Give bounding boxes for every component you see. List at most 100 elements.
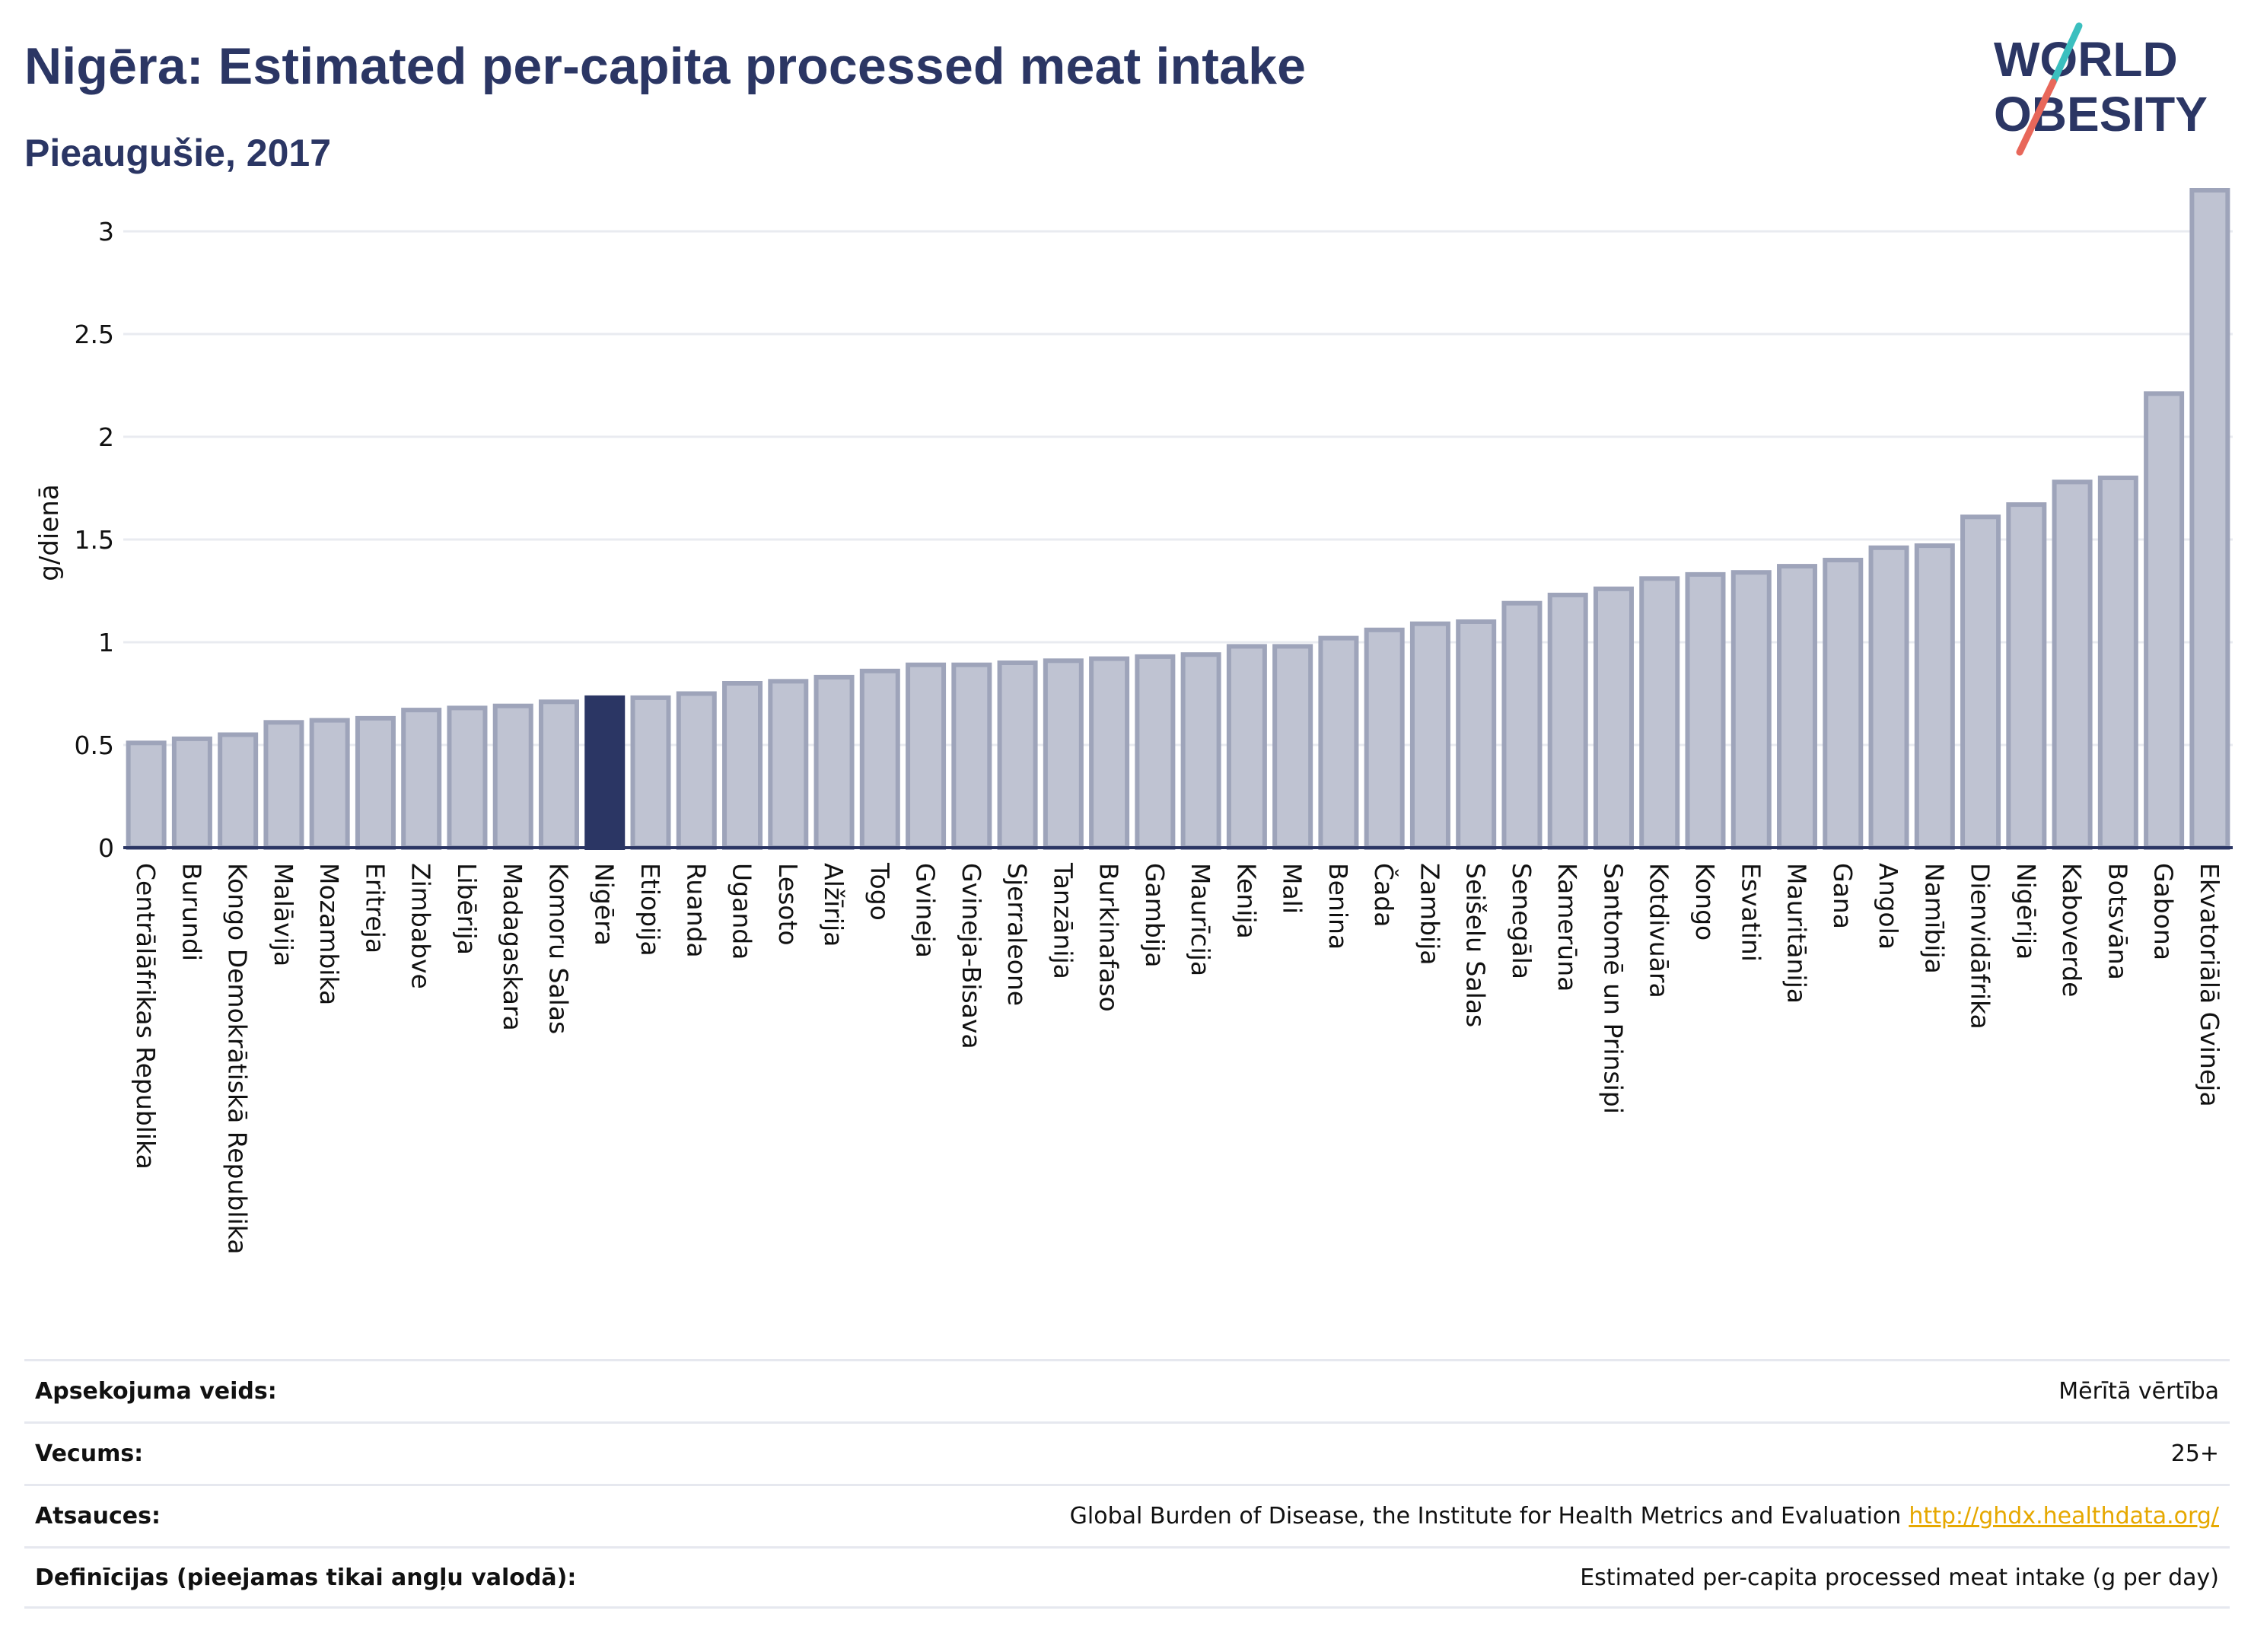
meta-row-survey-type: Apsekojuma veids: Mērītā vērtība [24, 1359, 2230, 1421]
bar [1089, 656, 1130, 850]
metadata-table: Apsekojuma veids: Mērītā vērtība Vecums:… [24, 1359, 2230, 1609]
bar [1777, 564, 1818, 850]
bar [2097, 476, 2138, 850]
x-tick-label: Alžīrija [819, 863, 849, 947]
y-axis-title: g/dienā [34, 484, 65, 581]
bar [1960, 514, 2001, 850]
x-tick-label: Gana [1828, 863, 1858, 929]
x-tick-label: Angola [1874, 863, 1903, 950]
bar [1593, 586, 1634, 850]
bar [676, 691, 717, 850]
bar [171, 736, 212, 851]
bar [951, 662, 992, 851]
bar [1318, 635, 1359, 850]
bar [1868, 545, 1909, 850]
x-tick-label: Kongo Demokrātiskā Republika [223, 863, 253, 1254]
x-tick-label: Lesoto [773, 863, 803, 946]
meta-value: 25+ [2170, 1440, 2219, 1467]
bar [263, 720, 304, 850]
x-tick-label: Kotdivuāra [1644, 863, 1674, 998]
meta-value: Mērītā vērtība [2058, 1378, 2219, 1405]
x-tick-label: Senegāla [1507, 863, 1536, 979]
bar [492, 703, 533, 851]
x-tick-label: Kamerūna [1552, 863, 1582, 992]
meta-row-definitions: Definīcijas (pieejamas tikai angļu valod… [24, 1546, 2230, 1609]
meta-value: Estimated per-capita processed meat inta… [1580, 1564, 2219, 1591]
y-tick-label: 1 [98, 628, 114, 657]
x-axis-labels: Centrālāfrikas Republika Burundi Kongo Dem… [131, 862, 2224, 1254]
x-tick-label: Botsvāna [2103, 863, 2132, 980]
bar-chart: 0 0.5 1 1.5 2 2.5 3 Centrālāfrikas Republika Bu… [34, 188, 2233, 1254]
x-tick-label: Maurīcija [1186, 863, 1215, 976]
bars [126, 188, 2230, 851]
x-tick-label: Benina [1323, 863, 1353, 950]
bar [997, 660, 1038, 850]
bar [813, 674, 855, 851]
bar [1914, 543, 1955, 850]
logo-line1: WORLD [1994, 32, 2178, 87]
bar [126, 740, 167, 850]
x-tick-label: Santomē un Prinsipi [1598, 863, 1628, 1114]
y-tick-label: 1.5 [75, 525, 114, 555]
bar [447, 705, 488, 851]
bar [2052, 479, 2093, 851]
x-tick-label: Libērija [452, 863, 482, 955]
logo-slash-top [2049, 22, 2083, 86]
meta-label: Vecums: [35, 1440, 144, 1467]
x-tick-label: Namībija [1919, 863, 1949, 974]
logo-slash-bottom [2016, 78, 2057, 156]
x-tick-label: Seišelu Salas [1461, 863, 1491, 1027]
bar [630, 695, 671, 851]
bar [1180, 652, 1221, 851]
x-tick-label: Zimbabve [406, 863, 436, 989]
bar-highlight [584, 695, 626, 851]
x-tick-label: Malāvija [269, 863, 298, 966]
bar [1685, 571, 1726, 851]
y-tick-label: 2.5 [75, 320, 114, 349]
page-title: Nigēra: Estimated per-capita processed m… [24, 37, 1307, 95]
x-tick-label: Zambija [1415, 863, 1444, 965]
y-tick-label: 2 [98, 422, 114, 452]
x-tick-label: Mali [1278, 863, 1307, 914]
x-tick-label: Sjerraleone [1002, 863, 1032, 1006]
x-tick-label: Ruanda [681, 863, 711, 958]
x-tick-label: Dienvidāfrika [1966, 863, 1995, 1030]
x-tick-label: Madagaskara [498, 863, 527, 1031]
bar [906, 662, 947, 851]
x-tick-label: Mauritānija [1782, 863, 1812, 1004]
bar [1409, 621, 1450, 850]
x-tick-label: Gambija [1140, 863, 1170, 967]
page-subtitle: Pieaugušie, 2017 [24, 132, 332, 174]
x-tick-label: Ekvatoriālā Gvineja [2195, 863, 2224, 1107]
x-tick-label: Čada [1369, 863, 1399, 927]
x-tick-label: Burundi [177, 863, 206, 961]
meta-value-with-link: Global Burden of Disease, the Institute … [1070, 1503, 2219, 1529]
x-tick-label: Esvatini [1736, 863, 1765, 962]
bar [1364, 627, 1405, 850]
bar [1272, 644, 1313, 851]
x-tick-label: Uganda [728, 863, 757, 960]
x-tick-label: Kongo [1690, 863, 1720, 941]
x-tick-label: Gvineja [911, 863, 941, 958]
meta-row-age: Vecums: 25+ [24, 1421, 2230, 1484]
x-tick-label: Tanzānija [1048, 862, 1078, 979]
y-tick-label: 0 [98, 833, 114, 863]
bar [309, 718, 350, 850]
world-obesity-logo: WORLD OBESITY [1994, 22, 2208, 156]
bar [1226, 644, 1267, 851]
y-tick-label: 0.5 [75, 731, 114, 760]
x-tick-label: Komoru Salas [543, 863, 573, 1034]
x-tick-label: Eritreja [360, 863, 390, 953]
source-link[interactable]: http://ghdx.healthdata.org/ [1909, 1503, 2219, 1529]
bar [1456, 619, 1497, 850]
meta-label: Definīcijas (pieejamas tikai angļu valod… [35, 1564, 577, 1591]
bar [1730, 570, 1772, 850]
x-tick-label: Gvineja-Bisava [957, 863, 986, 1049]
bar [218, 732, 259, 850]
y-axis-ticks: 0 0.5 1 1.5 2 2.5 3 [75, 217, 114, 863]
y-tick-label: 3 [98, 217, 114, 247]
bar [2144, 391, 2185, 850]
x-tick-label: Nigēra [590, 863, 619, 946]
meta-label: Apsekojuma veids: [35, 1378, 277, 1405]
bar [768, 679, 809, 850]
